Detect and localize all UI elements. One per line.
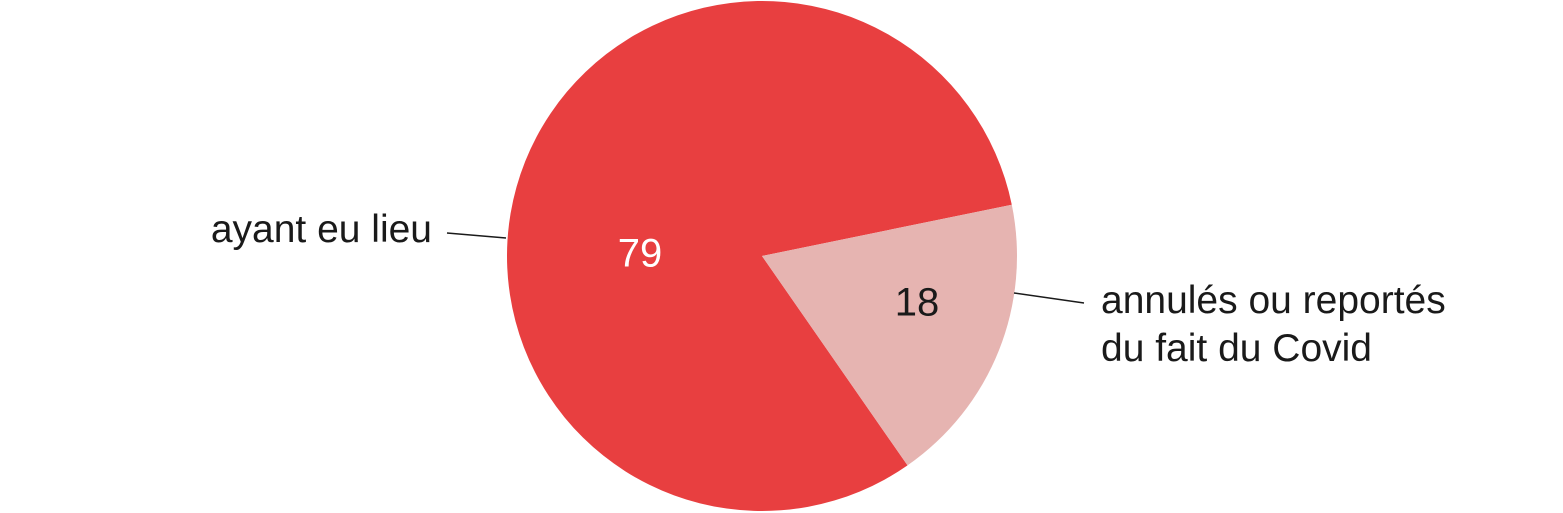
slice-value-label-2: 18	[895, 281, 940, 325]
slice-category-label-line: annulés ou reportés	[1101, 279, 1446, 322]
slice-value-label-1: 79	[618, 232, 663, 276]
slice-category-label-line: ayant eu lieu	[211, 208, 432, 251]
slice-category-label-1: ayant eu lieu	[211, 208, 432, 251]
leader-line-1	[446, 232, 507, 239]
pie-slice-1	[507, 1, 1012, 512]
slice-category-label-line: du fait du Covid	[1101, 327, 1372, 370]
slice-category-label-2: annulés ou reportés du fait du Covid	[1101, 279, 1446, 370]
pie-slice-2	[762, 204, 1017, 466]
leader-line-2	[1013, 292, 1085, 304]
